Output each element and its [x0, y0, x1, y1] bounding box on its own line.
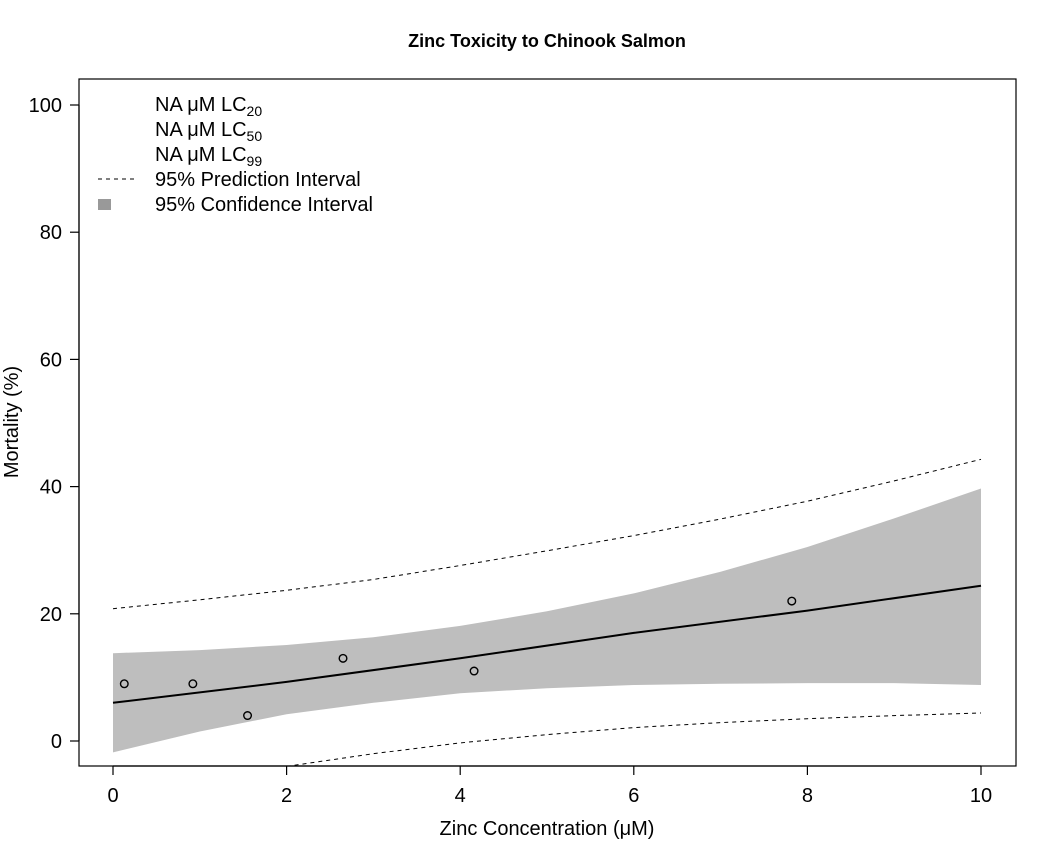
prediction-interval-lower — [285, 712, 982, 766]
prediction-interval-upper — [112, 458, 982, 610]
data-point — [119, 679, 129, 689]
y-axis: 0 20 40 60 80 100 — [29, 95, 80, 753]
x-axis-label: Zinc Concentration (μM) — [440, 818, 655, 840]
x-axis: 0 2 4 6 8 10 — [107, 765, 992, 807]
y-tick-label: 20 — [40, 604, 62, 626]
x-tick-label: 6 — [628, 785, 639, 807]
legend-label: NA μM LC20 — [155, 94, 262, 119]
data-point — [787, 596, 797, 606]
data-point — [243, 711, 253, 721]
y-tick-label: 40 — [40, 477, 62, 499]
x-tick-label: 2 — [281, 785, 292, 807]
legend-grey-square-symbol — [98, 199, 111, 210]
data-point — [338, 653, 348, 663]
y-tick-label: 100 — [29, 95, 62, 117]
confidence-interval-band — [113, 488, 981, 753]
x-tick-label: 8 — [802, 785, 813, 807]
legend-label: 95% Confidence Interval — [155, 194, 373, 216]
x-tick-label: 0 — [107, 785, 118, 807]
data-point — [188, 679, 198, 689]
x-tick-label: 4 — [455, 785, 466, 807]
chart-title: Zinc Toxicity to Chinook Salmon — [408, 31, 686, 51]
legend-label: 95% Prediction Interval — [155, 169, 361, 191]
data-points — [119, 596, 797, 721]
y-tick-label: 0 — [51, 731, 62, 753]
legend-label: NA μM LC50 — [155, 119, 262, 144]
y-tick-label: 60 — [40, 349, 62, 371]
fit-line — [112, 584, 982, 704]
y-axis-label: Mortality (%) — [1, 366, 23, 478]
y-tick-label: 80 — [40, 222, 62, 244]
legend-label: NA μM LC99 — [155, 144, 262, 169]
data-point — [469, 666, 479, 676]
plot-area — [112, 458, 982, 766]
x-tick-label: 10 — [970, 785, 992, 807]
